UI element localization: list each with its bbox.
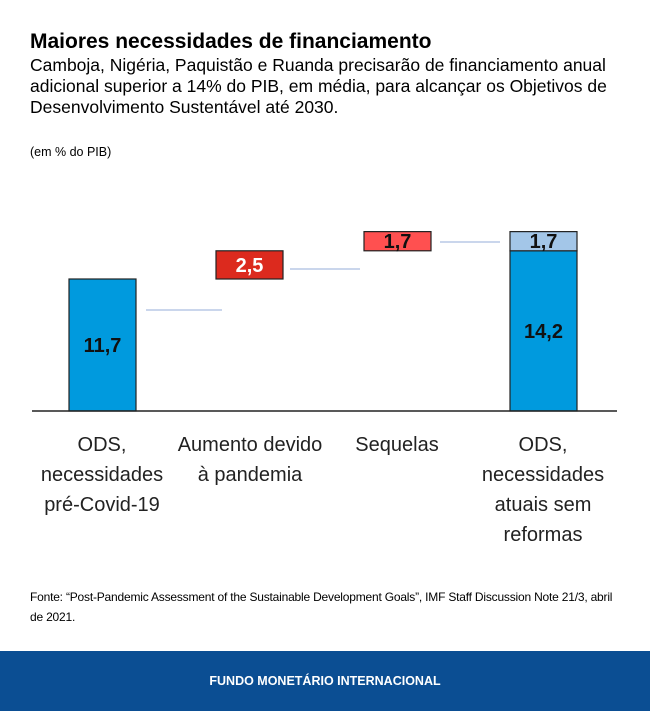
data-label: 14,2 — [524, 321, 563, 343]
data-label: 2,5 — [236, 255, 264, 277]
waterfall-chart: 11,7 2,5 1,7 14,2 1,7 — [32, 231, 617, 412]
source-note: Fonte: “Post-Pandemic Assessment of the … — [30, 590, 613, 624]
data-label: 1,7 — [530, 231, 558, 253]
bar — [509, 231, 578, 252]
bar — [363, 231, 432, 252]
category-label: ODS, necessidades pré-Covid-19 — [40, 434, 164, 516]
category-label: ODS, necessidades atuais sem reformas — [481, 434, 605, 546]
bar — [509, 250, 578, 412]
chart-title: Maiores necessidades de financiamento — [30, 30, 432, 53]
data-label: 11,7 — [84, 335, 122, 357]
footer-banner: FUNDO MONETÁRIO INTERNACIONAL — [0, 651, 650, 711]
bar — [215, 250, 284, 280]
category-label: Aumento devido à pandemia — [177, 434, 323, 486]
chart-subtitle: Camboja, Nigéria, Paquistão e Ruanda pre… — [30, 55, 607, 117]
bar — [68, 278, 137, 412]
chart-unit: (em % do PIB) — [30, 145, 112, 159]
data-label: 1,7 — [384, 231, 412, 253]
category-label: Sequelas — [355, 434, 439, 456]
